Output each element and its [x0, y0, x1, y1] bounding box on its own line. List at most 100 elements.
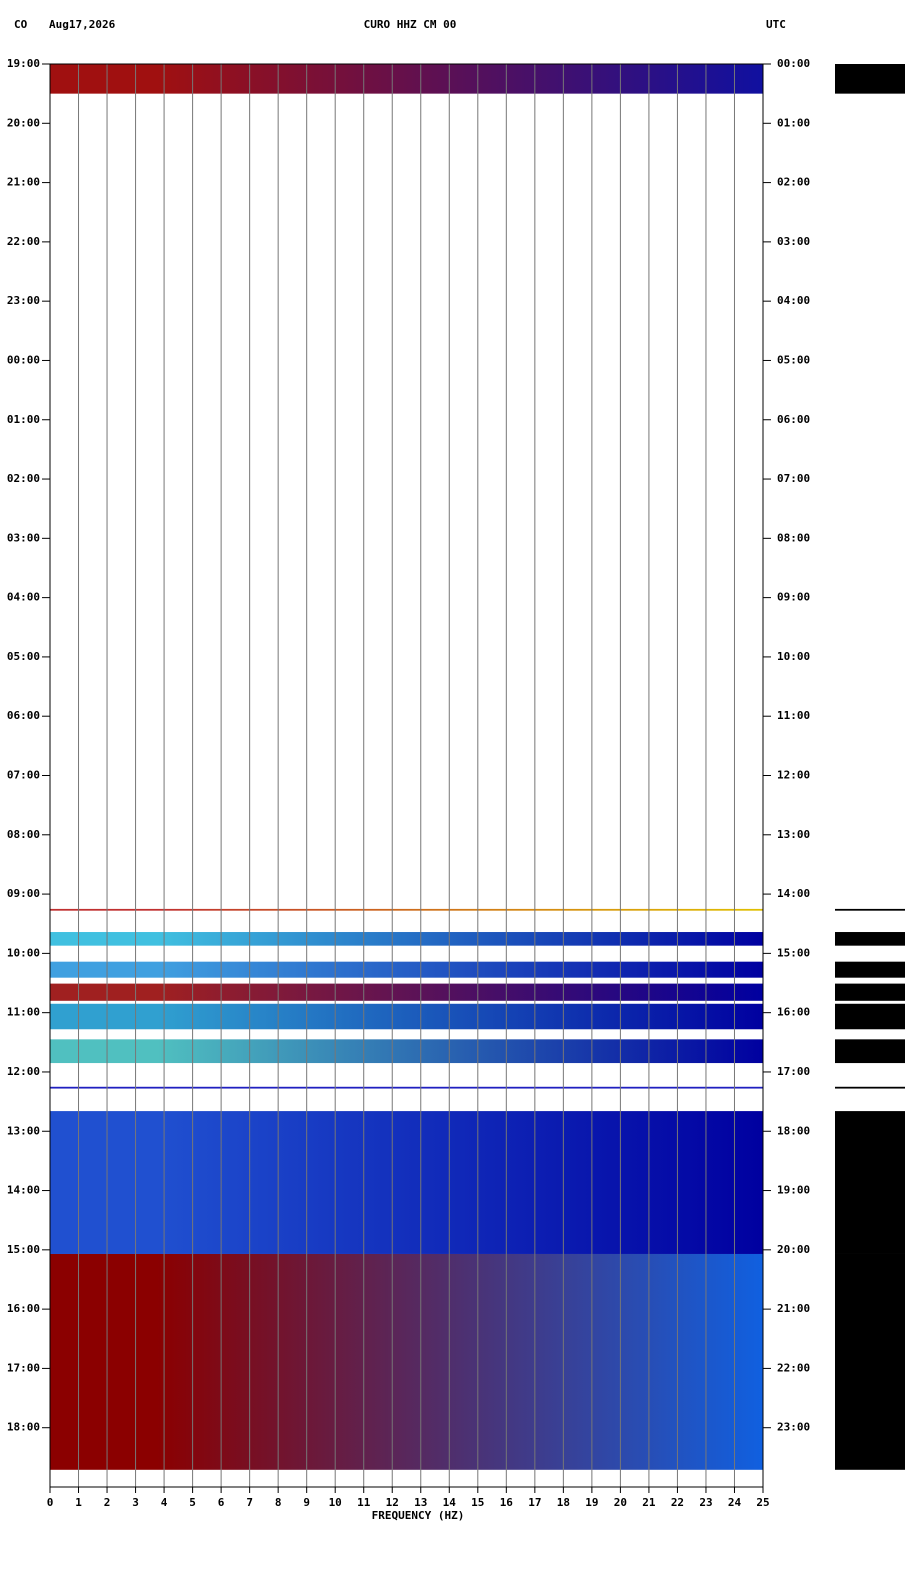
y-tick-label: 18:00 [7, 1421, 40, 1434]
y2-tick-label: 02:00 [777, 176, 810, 189]
y2-tick-label: 03:00 [777, 235, 810, 248]
spectrogram-segment [50, 1253, 763, 1470]
x-tick-label: 13 [414, 1496, 427, 1509]
x-tick-label: 8 [275, 1496, 282, 1509]
x-tick-label: 7 [246, 1496, 253, 1509]
seismogram-trace [835, 961, 905, 978]
y-tick-label: 13:00 [7, 1124, 40, 1137]
x-tick-label: 23 [699, 1496, 712, 1509]
x-tick-label: 6 [218, 1496, 225, 1509]
y-tick-label: 11:00 [7, 1006, 40, 1019]
seismogram-trace [835, 1253, 905, 1470]
spectrogram-segment [50, 961, 763, 978]
x-tick-label: 1 [75, 1496, 82, 1509]
x-tick-label: 14 [443, 1496, 457, 1509]
spectrogram-segment [50, 1003, 763, 1030]
y2-tick-label: 08:00 [777, 531, 810, 544]
y2-tick-label: 19:00 [777, 1184, 810, 1197]
seismogram-trace [835, 1039, 905, 1064]
y2-tick-label: 20:00 [777, 1243, 810, 1256]
date: Aug17,2026 [49, 18, 116, 31]
y2-tick-label: 04:00 [777, 294, 810, 307]
y2-tick-label: 14:00 [777, 887, 810, 900]
y-tick-label: 14:00 [7, 1184, 40, 1197]
x-tick-label: 4 [161, 1496, 168, 1509]
y-tick-label: 10:00 [7, 946, 40, 959]
y2-tick-label: 13:00 [777, 828, 810, 841]
x-tick-label: 20 [614, 1496, 627, 1509]
y2-tick-label: 06:00 [777, 413, 810, 426]
seismogram-trace [835, 932, 905, 946]
y2-tick-label: 10:00 [777, 650, 810, 663]
x-tick-label: 5 [189, 1496, 196, 1509]
y2-tick-label: 16:00 [777, 1006, 810, 1019]
y-tick-label: 21:00 [7, 176, 40, 189]
y-tick-label: 05:00 [7, 650, 40, 663]
x-tick-label: 16 [500, 1496, 514, 1509]
y-tick-label: 12:00 [7, 1065, 40, 1078]
seismogram-trace [835, 908, 905, 911]
y2-tick-label: 23:00 [777, 1421, 810, 1434]
spectrogram-segment [50, 64, 763, 94]
y-tick-label: 06:00 [7, 709, 40, 722]
chart-title: CURO HHZ CM 00 [364, 18, 457, 31]
y2-tick-label: 12:00 [777, 769, 810, 782]
y-tick-label: 07:00 [7, 769, 40, 782]
y2-tick-label: 00:00 [777, 57, 810, 70]
x-tick-label: 24 [728, 1496, 742, 1509]
x-tick-label: 2 [104, 1496, 111, 1509]
x-tick-label: 0 [47, 1496, 54, 1509]
seismogram-trace [835, 1111, 905, 1254]
y-tick-label: 03:00 [7, 531, 40, 544]
spectrogram-segment [50, 908, 763, 911]
y2-tick-label: 01:00 [777, 116, 810, 129]
y2-tick-label: 11:00 [777, 709, 810, 722]
y-tick-label: 00:00 [7, 353, 40, 366]
x-tick-label: 10 [329, 1496, 342, 1509]
seismogram-trace [835, 1003, 905, 1030]
y2-tick-label: 21:00 [777, 1302, 810, 1315]
x-tick-label: 22 [671, 1496, 684, 1509]
y-tick-label: 20:00 [7, 116, 40, 129]
seismogram-trace [835, 983, 905, 1001]
x-tick-label: 21 [642, 1496, 656, 1509]
seismogram-trace [835, 1086, 905, 1089]
spectrogram-segment [50, 932, 763, 946]
x-tick-label: 18 [557, 1496, 570, 1509]
x-tick-label: 19 [585, 1496, 598, 1509]
seismogram-trace [835, 64, 905, 94]
x-tick-label: 3 [132, 1496, 139, 1509]
y-tick-label: 08:00 [7, 828, 40, 841]
y-tick-label: 16:00 [7, 1302, 40, 1315]
spectrogram-segment [50, 1086, 763, 1089]
y-tick-label: 04:00 [7, 591, 40, 604]
y2-tick-label: 15:00 [777, 946, 810, 959]
y2-tick-label: 07:00 [777, 472, 810, 485]
x-tick-label: 17 [528, 1496, 541, 1509]
x-tick-label: 9 [303, 1496, 310, 1509]
y2-tick-label: 17:00 [777, 1065, 810, 1078]
spectrogram-segment [50, 1111, 763, 1254]
spectrogram-segment [50, 983, 763, 1001]
x-tick-label: 11 [357, 1496, 371, 1509]
y-tick-label: 02:00 [7, 472, 40, 485]
y-tick-label: 19:00 [7, 57, 40, 70]
y2-tick-label: 09:00 [777, 591, 810, 604]
x-axis-label: FREQUENCY (HZ) [372, 1509, 465, 1522]
y2-tick-label: 22:00 [777, 1361, 810, 1374]
x-tick-label: 25 [756, 1496, 769, 1509]
x-tick-label: 12 [386, 1496, 399, 1509]
y-tick-label: 15:00 [7, 1243, 40, 1256]
y-tick-label: 17:00 [7, 1361, 40, 1374]
timezone: UTC [766, 18, 786, 31]
spectrogram-segment [50, 1039, 763, 1064]
y2-tick-label: 05:00 [777, 353, 810, 366]
network: CO [14, 18, 28, 31]
x-tick-label: 15 [471, 1496, 484, 1509]
y-tick-label: 01:00 [7, 413, 40, 426]
y-tick-label: 09:00 [7, 887, 40, 900]
y-tick-label: 22:00 [7, 235, 40, 248]
y-tick-label: 23:00 [7, 294, 40, 307]
